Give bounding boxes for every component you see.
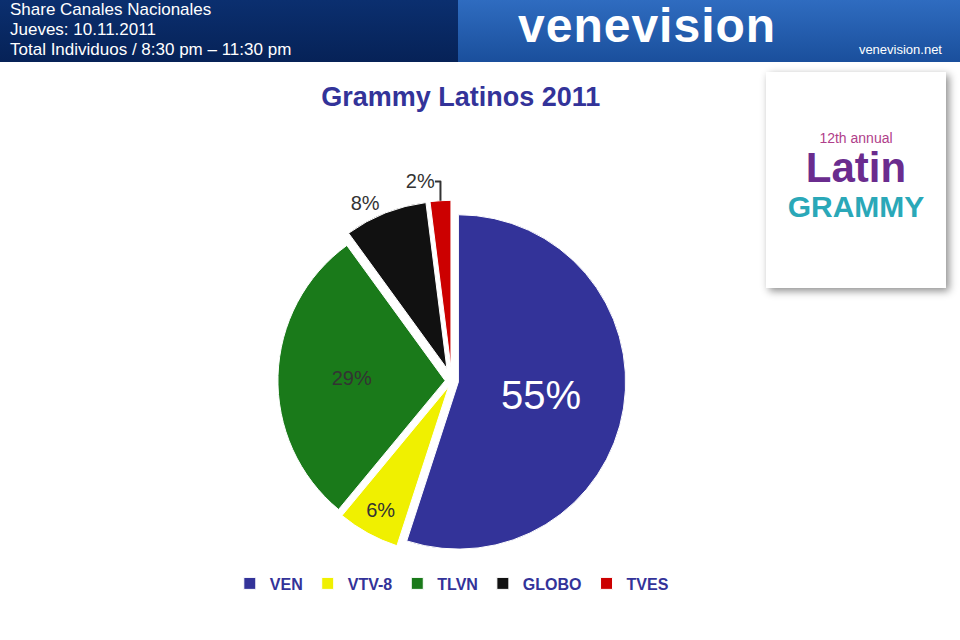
svg-text:2%: 2% bbox=[406, 170, 435, 192]
html-text:Jueves: 10.11.2011: Jueves: 10.11.2011 bbox=[10, 20, 156, 39]
svg-text:VTV-8: VTV-8 bbox=[348, 576, 393, 593]
svg-text:29%: 29% bbox=[332, 367, 372, 389]
svg-text:GLOBO: GLOBO bbox=[523, 576, 582, 593]
html-text:Total Individuos / 8:30 pm – 1: Total Individuos / 8:30 pm – 11:30 pm bbox=[10, 40, 292, 59]
html-text:GRAMMY: GRAMMY bbox=[787, 190, 925, 223]
html-text:venevision: venevision bbox=[518, 0, 777, 52]
html-text:12th annual: 12th annual bbox=[819, 130, 893, 146]
svg-text:Grammy Latinos 2011: Grammy Latinos 2011 bbox=[321, 82, 600, 112]
svg-text:TVES: TVES bbox=[627, 576, 669, 593]
svg-text:55%: 55% bbox=[501, 373, 581, 417]
html-text:Share Canales Nacionales: Share Canales Nacionales bbox=[10, 0, 212, 19]
html-text:Latin: Latin bbox=[805, 144, 907, 191]
svg-text:6%: 6% bbox=[366, 499, 395, 521]
html-text:venevision.net: venevision.net bbox=[858, 42, 942, 57]
svg-text:VEN: VEN bbox=[270, 576, 303, 593]
svg-text:TLVN: TLVN bbox=[437, 576, 478, 593]
svg-text:8%: 8% bbox=[351, 192, 380, 214]
